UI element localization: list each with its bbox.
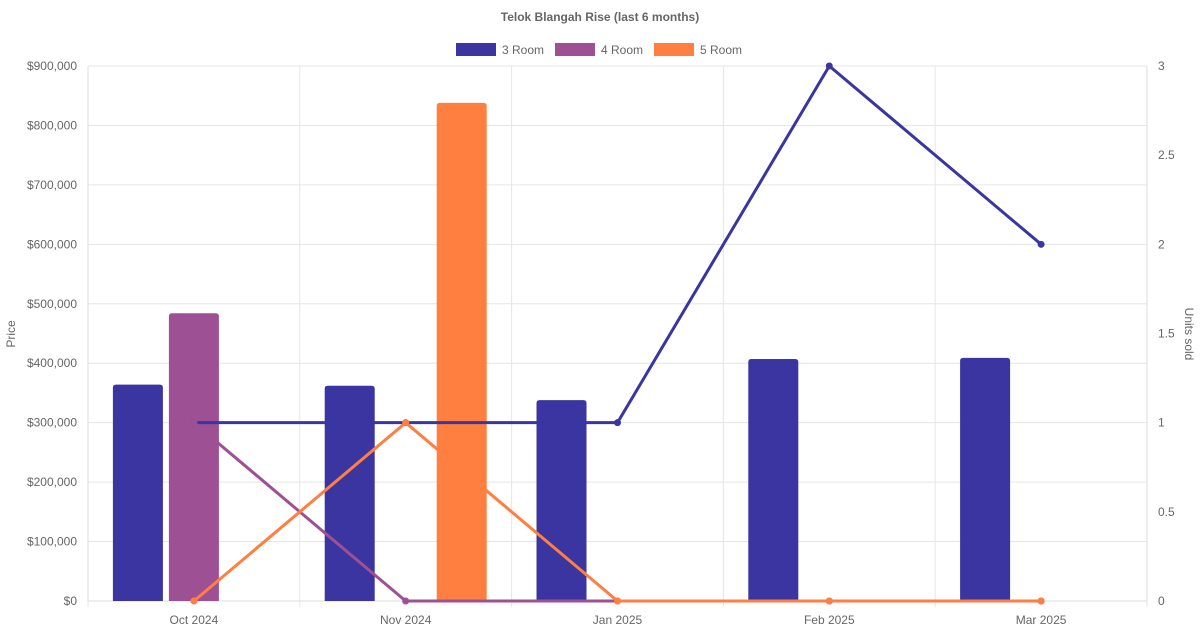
- y-tick-label: $0: [64, 594, 78, 608]
- y-axis-right: 0 0.5 1 1.5 2 2.5 3: [1158, 59, 1175, 608]
- point-5-room[interactable]: [190, 597, 198, 605]
- legend-swatch-4-room: [555, 43, 595, 56]
- chart-title: Telok Blangah Rise (last 6 months): [501, 10, 699, 24]
- x-tick-label: Feb 2025: [804, 613, 855, 627]
- legend-swatch-3-room: [456, 43, 496, 56]
- legend-swatch-5-room: [654, 43, 694, 56]
- y2-tick-label: 2: [1158, 237, 1165, 251]
- legend-label-4-room: 4 Room: [601, 43, 643, 57]
- x-axis: Oct 2024 Nov 2024 Jan 2025 Feb 2025 Mar 2025: [170, 613, 1067, 627]
- legend-item-4-room[interactable]: 4 Room: [555, 43, 643, 57]
- bars: [112, 102, 1011, 601]
- y-axis-left: $0 $100,000 $200,000 $300,000 $400,000 $500,0…: [27, 59, 77, 608]
- y-axis-title: Price: [4, 320, 18, 348]
- line-4-room: [192, 421, 1042, 603]
- lines: [190, 62, 1045, 605]
- y-tick-label: $300,000: [27, 416, 77, 430]
- y2-tick-label: 1.5: [1158, 327, 1175, 341]
- bar-3-room[interactable]: [960, 357, 1011, 601]
- point-3-room[interactable]: [825, 62, 833, 70]
- legend-label-3-room: 3 Room: [502, 43, 544, 57]
- y2-tick-label: 0: [1158, 594, 1165, 608]
- bar-3-room[interactable]: [112, 384, 163, 601]
- gridlines: [87, 65, 1148, 607]
- y-tick-label: $800,000: [27, 118, 77, 132]
- legend-item-3-room[interactable]: 3 Room: [456, 43, 544, 57]
- bar-4-room[interactable]: [168, 313, 219, 601]
- bar-5-room[interactable]: [436, 102, 487, 601]
- point-5-room[interactable]: [614, 597, 621, 605]
- y2-axis-title: Units sold: [1182, 308, 1196, 361]
- bar-3-room[interactable]: [324, 385, 375, 601]
- line-5-room: [192, 421, 1042, 603]
- bar-3-room[interactable]: [748, 359, 799, 601]
- y-tick-label: $700,000: [27, 178, 77, 192]
- y-tick-label: $400,000: [27, 356, 77, 370]
- point-5-room[interactable]: [825, 597, 833, 605]
- x-tick-label: Mar 2025: [1016, 613, 1067, 627]
- point-3-room[interactable]: [614, 419, 621, 427]
- y-tick-label: $900,000: [27, 59, 77, 73]
- legend-item-5-room[interactable]: 5 Room: [654, 43, 742, 57]
- x-tick-label: Nov 2024: [380, 613, 432, 627]
- legend[interactable]: 3 Room 4 Room 5 Room: [456, 43, 742, 57]
- point-5-room[interactable]: [1037, 597, 1045, 605]
- point-4-room[interactable]: [402, 597, 410, 605]
- y-tick-label: $100,000: [27, 535, 77, 549]
- y-tick-label: $600,000: [27, 237, 77, 251]
- legend-label-5-room: 5 Room: [700, 43, 742, 57]
- point-4-room[interactable]: [190, 419, 198, 427]
- x-tick-label: Jan 2025: [593, 613, 643, 627]
- y2-tick-label: 2.5: [1158, 148, 1175, 162]
- x-tick-label: Oct 2024: [170, 613, 219, 627]
- y2-tick-label: 1: [1158, 416, 1165, 430]
- point-3-room[interactable]: [1037, 240, 1045, 248]
- point-5-room[interactable]: [402, 419, 410, 427]
- y2-tick-label: 3: [1158, 59, 1165, 73]
- bar-3-room[interactable]: [536, 400, 587, 601]
- y-tick-label: $200,000: [27, 475, 77, 489]
- y-tick-label: $500,000: [27, 297, 77, 311]
- y2-tick-label: 0.5: [1158, 505, 1175, 519]
